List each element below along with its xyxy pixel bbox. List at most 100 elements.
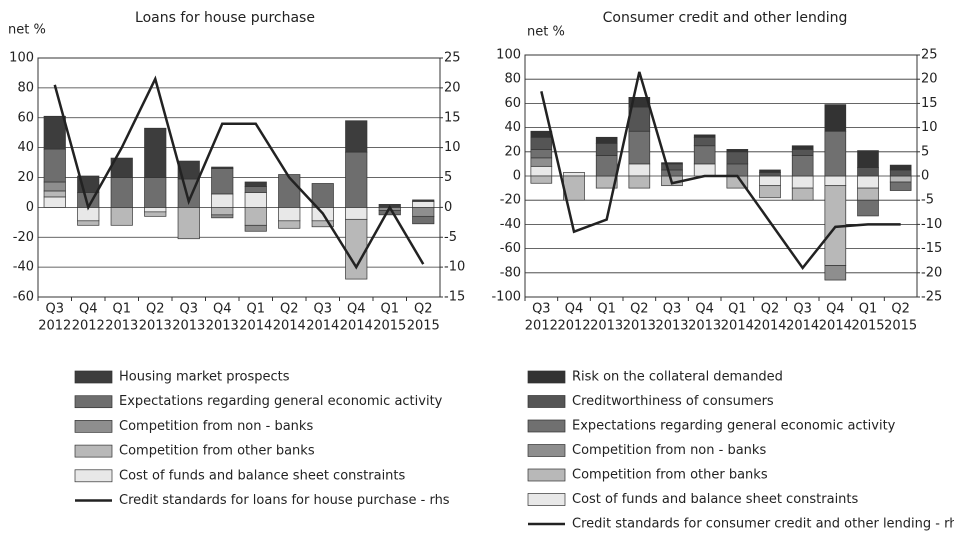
legend-swatch bbox=[74, 420, 113, 433]
bar-segment bbox=[530, 157, 553, 167]
y2-tick-label: -5 bbox=[921, 193, 934, 208]
bar-segment bbox=[144, 207, 167, 213]
x-tick-label: Q1 bbox=[728, 302, 747, 317]
y-tick-label: 80 bbox=[504, 72, 521, 87]
legend-label: Competition from other banks bbox=[572, 468, 768, 483]
x-tick-label: Q2 bbox=[146, 302, 165, 317]
x-tick-label: 2015 bbox=[884, 319, 917, 334]
legend-swatch bbox=[527, 444, 566, 457]
plot-frame bbox=[524, 54, 918, 298]
x-tick-label: 2014 bbox=[721, 319, 754, 334]
bar-segment bbox=[345, 218, 368, 280]
bar-segment bbox=[530, 136, 553, 150]
bar-segment bbox=[311, 183, 334, 208]
y2-tick-label: -15 bbox=[444, 290, 465, 305]
y2-tick-label: 15 bbox=[444, 110, 461, 125]
line-series bbox=[53, 75, 425, 270]
y2-tick-label: 10 bbox=[921, 120, 938, 135]
legend-label: Credit standards for consumer credit and… bbox=[572, 517, 954, 532]
x-tick-label: Q3 bbox=[663, 302, 682, 317]
y-tick-label: -20 bbox=[13, 230, 34, 245]
x-tick-label: 2013 bbox=[655, 319, 688, 334]
bar-segment bbox=[144, 211, 167, 217]
y-tick-label: -60 bbox=[500, 241, 521, 256]
x-tick-label: 2015 bbox=[407, 319, 440, 334]
bar-segment bbox=[311, 220, 334, 228]
y-tick-label: -40 bbox=[500, 217, 521, 232]
bar-segment bbox=[43, 196, 66, 208]
bar-segment bbox=[824, 130, 847, 177]
bar-segment bbox=[177, 160, 200, 180]
legend-label: Expectations regarding general economic … bbox=[119, 394, 443, 409]
x-tick-label: 2013 bbox=[105, 319, 138, 334]
x-tick-label: 2014 bbox=[819, 319, 852, 334]
bar-segment bbox=[43, 148, 66, 183]
x-tick-label: Q1 bbox=[859, 302, 878, 317]
y2-tick-label: -10 bbox=[444, 260, 465, 275]
y-tick-label: 100 bbox=[496, 48, 521, 63]
bar-segment bbox=[244, 207, 267, 226]
bar-segment bbox=[345, 151, 368, 208]
x-tick-label: Q4 bbox=[565, 302, 584, 317]
x-tick-label: Q3 bbox=[313, 302, 332, 317]
y-tick-label: 60 bbox=[504, 96, 521, 111]
bar-segment bbox=[278, 174, 301, 208]
y-tick-label: -60 bbox=[13, 290, 34, 305]
bar-segment bbox=[759, 175, 781, 187]
bar-segment bbox=[726, 151, 749, 165]
x-tick-label: Q4 bbox=[79, 302, 98, 317]
bar-segment bbox=[43, 181, 66, 192]
legend-swatch bbox=[527, 370, 566, 384]
bar-segment bbox=[412, 199, 435, 202]
bar-segment bbox=[595, 142, 618, 156]
bar-segment bbox=[211, 193, 234, 208]
bar-segment bbox=[857, 167, 879, 177]
legend-label: Cost of funds and balance sheet constrai… bbox=[119, 468, 406, 483]
bar-segment bbox=[244, 181, 267, 187]
bar-segment bbox=[824, 265, 847, 281]
bar-segment bbox=[693, 134, 716, 138]
bar-segment bbox=[144, 127, 167, 178]
y2-tick-label: 25 bbox=[921, 48, 938, 63]
bar-segment bbox=[791, 145, 814, 150]
y-tick-label: 40 bbox=[17, 140, 34, 155]
bar-segment bbox=[530, 149, 553, 159]
x-tick-label: 2013 bbox=[206, 319, 239, 334]
chart-title: Consumer credit and other lending bbox=[603, 10, 848, 26]
bar-segment bbox=[530, 165, 553, 177]
x-tick-label: 2013 bbox=[688, 319, 721, 334]
x-tick-label: 2014 bbox=[753, 319, 786, 334]
bar-segment bbox=[628, 96, 651, 108]
y2-tick-label: 25 bbox=[444, 51, 461, 66]
y-tick-label: 20 bbox=[504, 144, 521, 159]
x-tick-label: Q1 bbox=[112, 302, 131, 317]
y2-tick-label: 5 bbox=[444, 170, 452, 185]
x-tick-label: 2012 bbox=[525, 319, 558, 334]
bar-segment bbox=[595, 136, 618, 144]
bar-segment bbox=[563, 172, 585, 177]
x-tick-label: 2013 bbox=[623, 319, 656, 334]
legend-swatch bbox=[527, 493, 566, 506]
y-tick-label: 0 bbox=[26, 200, 34, 215]
bar-segment bbox=[378, 210, 401, 216]
bar-segment bbox=[759, 169, 781, 173]
bar-segment bbox=[43, 190, 66, 198]
bar-segment bbox=[693, 136, 716, 147]
x-tick-label: 2012 bbox=[557, 319, 590, 334]
x-tick-label: 2015 bbox=[851, 319, 884, 334]
x-tick-label: Q4 bbox=[213, 302, 232, 317]
bar-segment bbox=[791, 155, 814, 177]
legend-label: Credit standards for loans for house pur… bbox=[119, 493, 450, 508]
y-tick-label: 40 bbox=[504, 120, 521, 135]
x-tick-label: Q3 bbox=[45, 302, 64, 317]
bar-segment bbox=[110, 207, 133, 226]
bar-segment bbox=[110, 177, 133, 208]
x-tick-label: Q4 bbox=[826, 302, 845, 317]
bar-segment bbox=[661, 169, 683, 177]
bar-segment bbox=[244, 186, 267, 193]
legend-label: Competition from non - banks bbox=[119, 419, 313, 434]
x-tick-label: Q2 bbox=[761, 302, 780, 317]
y2-tick-label: 0 bbox=[444, 200, 452, 215]
x-tick-label: 2013 bbox=[590, 319, 623, 334]
legend-swatch bbox=[527, 395, 566, 408]
